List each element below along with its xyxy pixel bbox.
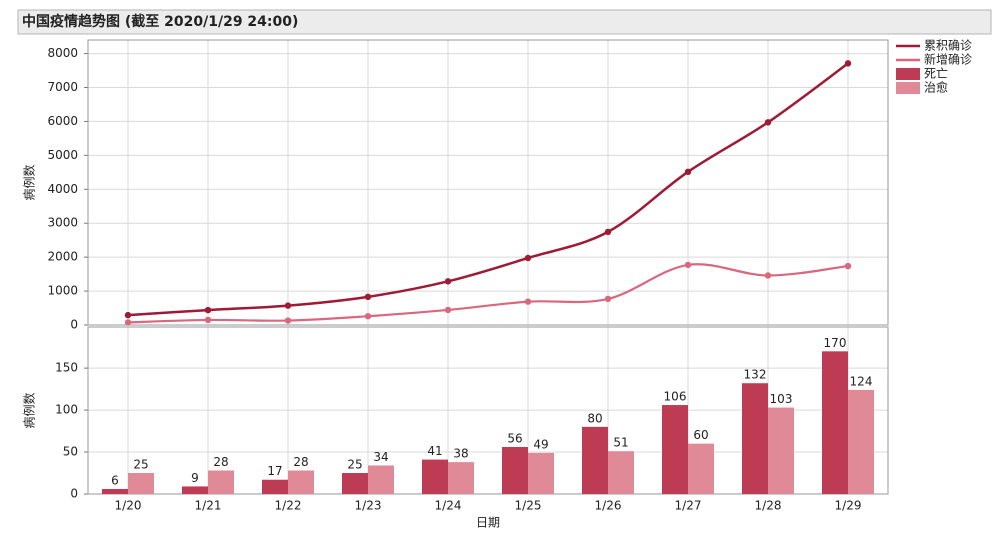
bar: [102, 488, 128, 494]
point: [764, 272, 772, 279]
bar: [288, 470, 314, 494]
value-label: 28: [293, 455, 308, 469]
bar: [742, 383, 768, 494]
point: [124, 311, 132, 319]
x-tick-label: 1/29: [835, 499, 862, 513]
y-tick-label: 4000: [47, 182, 78, 196]
bar: [848, 389, 874, 494]
point: [364, 313, 372, 320]
point: [284, 302, 292, 309]
value-label: 60: [693, 428, 708, 442]
bar: [768, 407, 794, 494]
bar: [208, 470, 234, 494]
value-label: 103: [770, 392, 793, 406]
point: [204, 306, 212, 314]
title-bar: [17, 9, 992, 35]
y-tick-label: 150: [55, 361, 78, 375]
point: [604, 295, 612, 303]
point: [684, 168, 692, 176]
plot-frame: [87, 39, 889, 326]
legend-label: 死亡: [924, 67, 948, 81]
x-tick-label: 1/28: [755, 499, 782, 513]
point: [124, 319, 132, 326]
bar: [822, 351, 848, 494]
legend-swatch: [896, 82, 920, 94]
bar: [182, 486, 208, 494]
bar: [448, 462, 474, 494]
point: [284, 317, 292, 324]
x-tick-label: 1/25: [515, 499, 542, 513]
y-tick-label: 100: [55, 403, 78, 417]
value-label: 49: [533, 437, 548, 451]
bar: [262, 479, 288, 494]
point: [844, 60, 852, 67]
value-label: 25: [347, 458, 362, 472]
legend-label: 累积确诊: [924, 39, 972, 53]
bar: [342, 473, 368, 494]
value-label: 34: [373, 450, 388, 464]
value-label: 28: [213, 455, 228, 469]
y-tick-label: 6000: [47, 114, 78, 128]
value-label: 80: [587, 411, 602, 425]
y-axis-label: 病例数: [22, 392, 37, 428]
bar: [608, 451, 634, 494]
point: [444, 306, 452, 314]
y-tick-label: 7000: [47, 80, 78, 94]
bar: [528, 452, 554, 494]
bar: [422, 459, 448, 494]
legend-label: 治愈: [924, 80, 948, 95]
legend-swatch: [896, 68, 920, 80]
value-label: 38: [453, 447, 468, 461]
line: [127, 62, 849, 317]
bar: [368, 465, 394, 494]
plot-frame: [87, 326, 889, 495]
point: [444, 278, 452, 285]
point: [524, 254, 532, 262]
y-tick-label: 0: [70, 487, 78, 501]
value-label: 132: [744, 368, 767, 382]
value-label: 124: [850, 374, 873, 388]
value-label: 25: [133, 458, 148, 472]
value-label: 170: [824, 336, 847, 350]
y-tick-label: 2000: [47, 250, 78, 264]
value-label: 106: [664, 390, 687, 404]
point: [204, 316, 212, 324]
value-label: 17: [267, 464, 282, 478]
value-label: 56: [507, 432, 522, 446]
y-tick-label: 0: [70, 318, 78, 332]
x-tick-label: 1/20: [115, 499, 142, 513]
chart-title: 中国疫情趋势图 (截至 2020/1/29 24:00): [22, 13, 298, 30]
bar: [688, 443, 714, 494]
y-tick-label: 5000: [47, 148, 78, 162]
x-tick-label: 1/23: [355, 499, 382, 513]
y-tick-label: 8000: [47, 46, 78, 60]
point: [844, 262, 852, 270]
y-axis-label: 病例数: [22, 164, 37, 200]
point: [604, 228, 612, 236]
value-label: 6: [111, 473, 119, 487]
value-label: 9: [191, 471, 199, 485]
legend-label: 新增确诊: [924, 52, 972, 67]
bar: [502, 447, 528, 494]
x-tick-label: 1/22: [275, 499, 302, 513]
point: [524, 298, 532, 305]
x-axis-label: 日期: [476, 516, 500, 530]
x-tick-label: 1/24: [435, 499, 462, 513]
bar: [128, 473, 154, 494]
value-label: 51: [613, 436, 628, 450]
bar: [662, 405, 688, 494]
point: [364, 293, 372, 301]
line: [127, 263, 849, 324]
point: [684, 261, 692, 269]
y-tick-label: 50: [63, 445, 78, 459]
y-tick-label: 1000: [47, 284, 78, 298]
x-tick-label: 1/21: [195, 499, 222, 513]
point: [764, 119, 772, 126]
x-tick-label: 1/27: [675, 499, 702, 513]
bar: [582, 426, 608, 494]
y-tick-label: 3000: [47, 216, 78, 230]
x-tick-label: 1/26: [595, 499, 622, 513]
value-label: 41: [427, 444, 442, 458]
